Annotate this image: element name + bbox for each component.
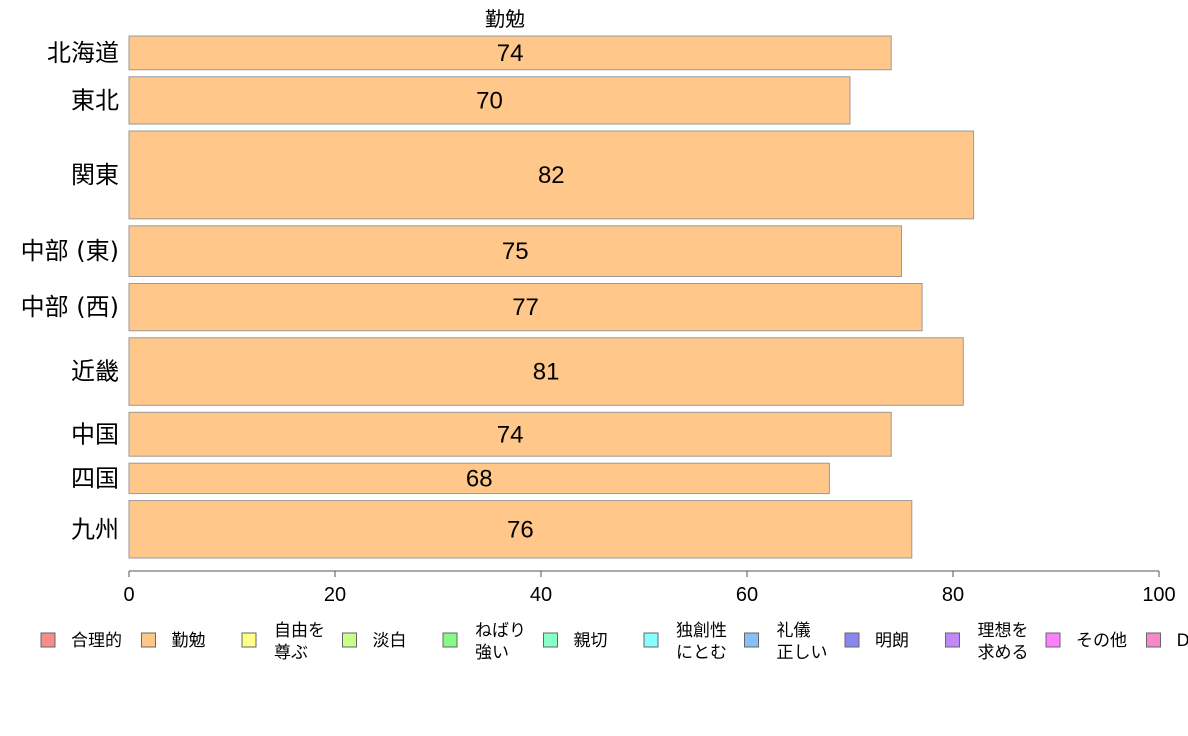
category-label-7: 四国 — [71, 464, 119, 492]
legend-swatch-7 — [744, 632, 759, 648]
category-label-1: 東北 — [71, 86, 119, 114]
category-label-6: 中国 — [71, 420, 119, 448]
data-label-1: 70 — [476, 87, 503, 114]
data-label-2: 82 — [538, 162, 565, 189]
legend-label-5: 親切 — [574, 631, 608, 651]
data-label-7: 68 — [466, 465, 493, 492]
legend-label-7-line-1: 正しい — [777, 643, 828, 663]
category-label-4: 中部 (西) — [21, 293, 119, 321]
legend-label-11: D — [1177, 631, 1188, 651]
legend-swatch-11 — [1146, 632, 1161, 648]
legend-label-4-line-0: ねばり — [475, 621, 526, 641]
bar-1 — [128, 76, 851, 125]
category-label-0: 北海道 — [47, 39, 119, 67]
legend-label-1: 勤勉 — [172, 631, 206, 651]
bar-2 — [128, 130, 975, 220]
bar-5 — [128, 337, 964, 406]
legend-swatch-5 — [543, 632, 558, 648]
data-label-6: 74 — [497, 421, 524, 448]
bars-group: 北海道 74 東北 70 関東 82 中部 (東) 75 中部 (西) 77 近畿 81 中国 74 四国 6… — [21, 35, 975, 559]
bar-4 — [128, 282, 923, 332]
x-tick-label-1: 20 — [324, 584, 346, 606]
bar-3 — [128, 225, 902, 277]
x-tick-label-0: 0 — [123, 584, 134, 606]
legend-label-6-line-0: 独創性 — [676, 621, 727, 641]
legend-swatch-6 — [643, 632, 659, 648]
legend-label-2-line-0: 自由を — [274, 621, 325, 641]
legend-label-4-line-1: 強い — [475, 643, 509, 663]
data-label-0: 74 — [497, 40, 524, 67]
category-label-2: 関東 — [71, 161, 119, 189]
legend-swatch-3 — [342, 632, 357, 648]
legend-label-10: その他 — [1076, 631, 1127, 651]
data-label-3: 75 — [502, 238, 529, 265]
bar-6 — [128, 411, 892, 457]
legend-swatch-1 — [141, 632, 156, 648]
legend-swatch-2 — [241, 632, 257, 648]
bar-0 — [128, 35, 892, 71]
data-label-5: 81 — [533, 359, 560, 386]
bar-7 — [128, 462, 830, 495]
legend-swatch-4 — [442, 632, 458, 648]
x-axis: 0 20 40 60 80 100 — [123, 570, 1176, 606]
data-label-8: 76 — [507, 516, 534, 543]
data-label-4: 77 — [512, 294, 539, 321]
category-label-5: 近畿 — [71, 358, 119, 386]
legend-label-0: 合理的 — [71, 631, 122, 651]
legend-swatch-9 — [945, 632, 960, 648]
legend-label-7-line-0: 礼儀 — [777, 621, 811, 641]
category-label-3: 中部 (東) — [21, 237, 119, 265]
x-tick-label-4: 80 — [942, 584, 964, 606]
legend-label-2-line-1: 尊ぶ — [274, 643, 308, 663]
legend-label-9-line-1: 求める — [978, 643, 1029, 663]
legend-swatch-0 — [40, 632, 56, 648]
legend-label-3: 淡白 — [373, 631, 407, 651]
legend-label-9-line-0: 理想を — [978, 621, 1029, 641]
legend-label-8: 明朗 — [875, 631, 909, 651]
legend-label-6-line-1: にとむ — [676, 643, 727, 663]
x-tick-label-2: 40 — [530, 584, 552, 606]
legend-swatch-10 — [1045, 632, 1061, 648]
x-tick-label-3: 60 — [736, 584, 758, 606]
chart-title: 勤勉 — [485, 7, 525, 31]
category-label-8: 九州 — [71, 515, 119, 543]
legend-swatch-8 — [844, 632, 860, 648]
bar-8 — [128, 500, 913, 559]
x-tick-label-5: 100 — [1142, 584, 1175, 606]
